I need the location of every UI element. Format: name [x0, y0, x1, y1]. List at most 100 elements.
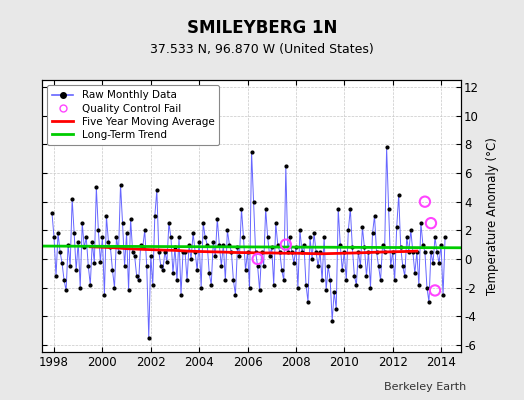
Point	[395, 191, 403, 198]
Point	[249, 198, 258, 205]
Point	[187, 256, 195, 262]
Point	[114, 248, 123, 255]
Point	[179, 248, 187, 255]
Point	[356, 263, 365, 269]
Point	[411, 270, 419, 276]
Point	[348, 244, 356, 251]
Point	[421, 198, 429, 205]
Point	[159, 267, 167, 274]
Point	[383, 144, 391, 150]
Point	[399, 263, 407, 269]
Point	[70, 230, 79, 236]
Point	[207, 282, 215, 288]
Point	[254, 256, 262, 262]
Point	[189, 230, 198, 236]
Point	[332, 306, 341, 312]
Point	[423, 284, 431, 291]
Point	[387, 263, 395, 269]
Point	[54, 230, 62, 236]
Point	[197, 284, 205, 291]
Point	[320, 234, 329, 241]
Point	[183, 277, 191, 284]
Point	[378, 242, 387, 248]
Point	[112, 234, 121, 241]
Point	[414, 282, 423, 288]
Point	[328, 317, 336, 324]
Point	[56, 248, 64, 255]
Point	[231, 292, 239, 298]
Point	[247, 148, 256, 155]
Point	[239, 234, 248, 241]
Point	[82, 234, 91, 241]
Point	[173, 277, 181, 284]
Point	[433, 248, 441, 255]
Point	[80, 244, 89, 251]
Point	[100, 292, 108, 298]
Point	[140, 227, 149, 234]
Point	[427, 220, 435, 226]
Point	[409, 248, 417, 255]
Point	[407, 227, 415, 234]
Point	[310, 230, 318, 236]
Point	[259, 263, 268, 269]
Point	[90, 260, 99, 266]
Point	[421, 248, 429, 255]
Point	[437, 242, 445, 248]
Point	[235, 253, 244, 259]
Point	[419, 242, 427, 248]
Point	[435, 260, 443, 266]
Point	[338, 267, 346, 274]
Point	[340, 248, 348, 255]
Y-axis label: Temperature Anomaly (°C): Temperature Anomaly (°C)	[486, 137, 499, 295]
Point	[217, 263, 225, 269]
Point	[354, 248, 363, 255]
Point	[374, 263, 383, 269]
Point	[290, 260, 298, 266]
Point	[342, 277, 351, 284]
Point	[106, 244, 115, 251]
Point	[213, 216, 222, 222]
Point	[145, 334, 153, 341]
Point	[62, 287, 70, 294]
Point	[92, 184, 101, 190]
Point	[274, 242, 282, 248]
Point	[60, 277, 68, 284]
Point	[304, 299, 312, 305]
Point	[302, 282, 310, 288]
Point	[64, 242, 72, 248]
Point	[362, 273, 370, 279]
Point	[318, 277, 326, 284]
Point	[390, 277, 399, 284]
Point	[76, 284, 84, 291]
Point	[281, 163, 290, 169]
Point	[58, 260, 66, 266]
Point	[219, 242, 227, 248]
Point	[211, 253, 220, 259]
Point	[185, 242, 193, 248]
Point	[370, 213, 379, 219]
Point	[149, 282, 157, 288]
Point	[431, 234, 439, 241]
Point	[177, 292, 185, 298]
Text: Berkeley Earth: Berkeley Earth	[384, 382, 466, 392]
Point	[245, 284, 254, 291]
Point	[294, 284, 302, 291]
Point	[143, 263, 151, 269]
Point	[68, 196, 77, 202]
Point	[346, 206, 355, 212]
Point	[102, 213, 111, 219]
Point	[429, 260, 437, 266]
Point	[352, 282, 361, 288]
Point	[195, 238, 203, 245]
Point	[427, 248, 435, 255]
Point	[334, 206, 342, 212]
Point	[233, 244, 242, 251]
Point	[110, 284, 118, 291]
Point	[413, 248, 421, 255]
Point	[50, 234, 58, 241]
Point	[268, 244, 276, 251]
Point	[84, 263, 92, 269]
Point	[298, 248, 306, 255]
Point	[431, 287, 439, 294]
Point	[405, 248, 413, 255]
